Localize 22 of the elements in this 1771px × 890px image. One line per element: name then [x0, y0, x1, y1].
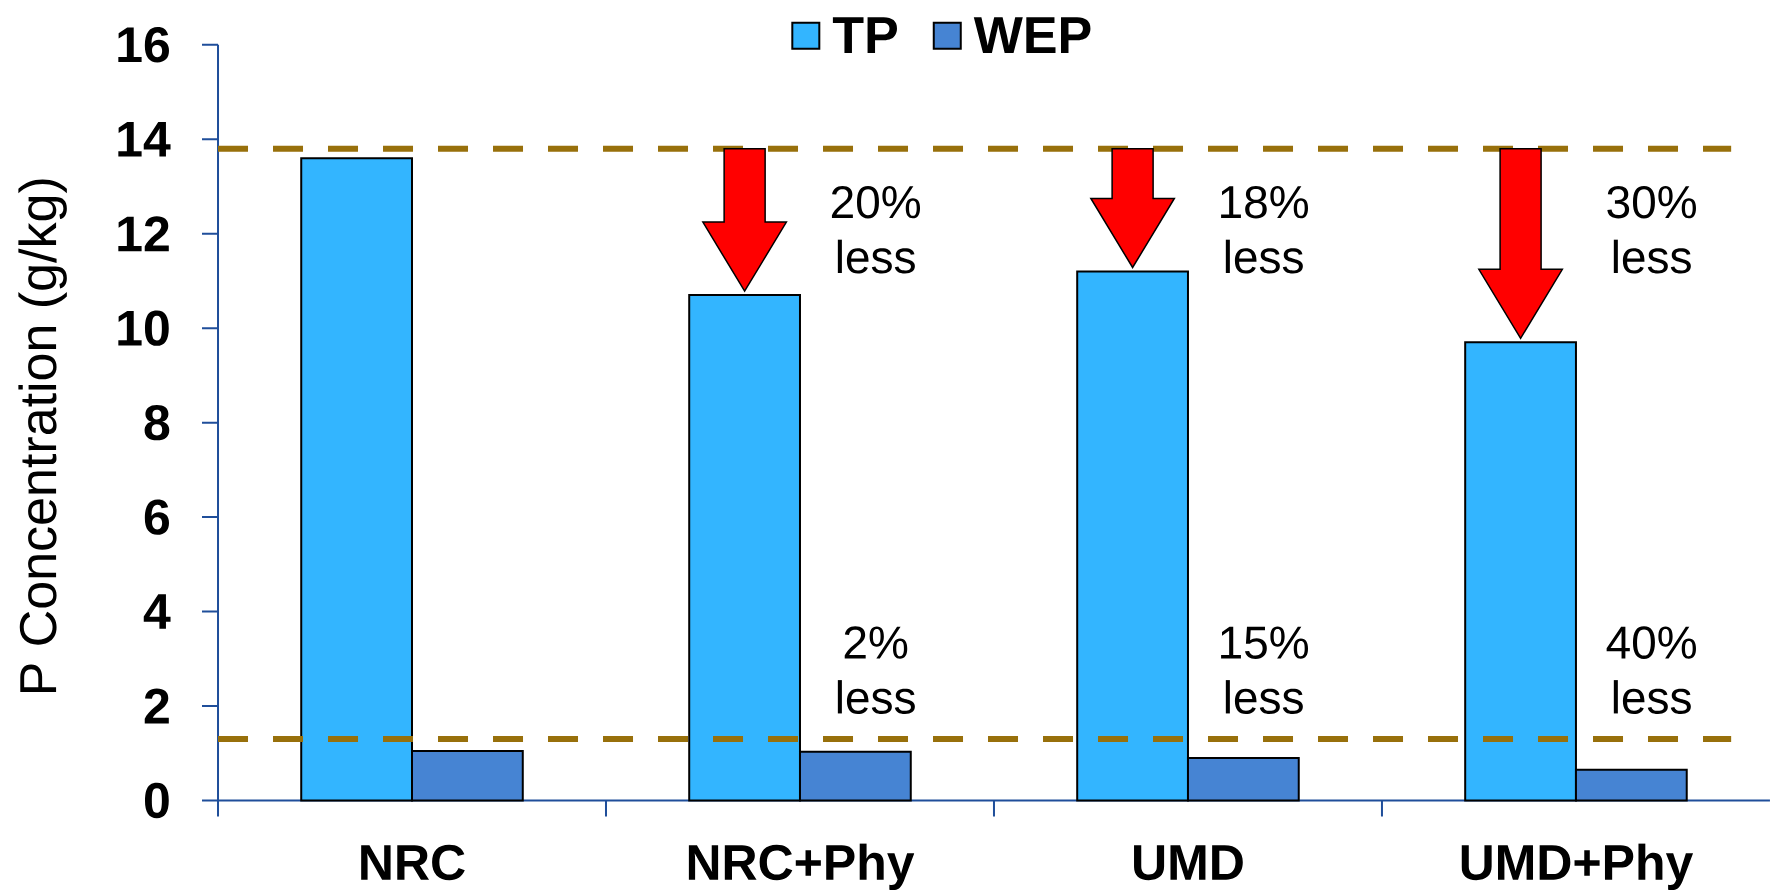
annotation: 15% less — [1221, 626, 1308, 714]
legend-label: WEP — [973, 17, 1091, 53]
y-tick-label: 6 — [144, 499, 170, 535]
y-tick-label: 14 — [118, 122, 171, 157]
annotation: 40% less — [1606, 626, 1696, 714]
x-tick-label: NRC — [361, 844, 465, 881]
y-axis-title: P Concentration (g/kg) — [18, 179, 67, 693]
y-tick-label: 0 — [144, 782, 169, 819]
x-tick-label: UMD+Phy — [1461, 843, 1694, 890]
y-tick-label: 16 — [118, 27, 169, 63]
annotation: 18% less — [1221, 185, 1308, 274]
y-tick-label: 2 — [144, 688, 169, 724]
y-tick-label: 10 — [118, 310, 169, 346]
y-tick-label: 4 — [143, 594, 171, 629]
annotation: 2% less — [837, 626, 915, 714]
annotation: 30% less — [1607, 185, 1696, 274]
x-tick-label: NRC+Phy — [688, 843, 915, 890]
y-tick-label: 8 — [144, 404, 170, 441]
legend-label: TP — [832, 17, 897, 53]
x-tick-label: UMD — [1134, 845, 1243, 881]
annotation: 20% less — [831, 185, 921, 274]
y-tick-label: 12 — [118, 216, 169, 252]
